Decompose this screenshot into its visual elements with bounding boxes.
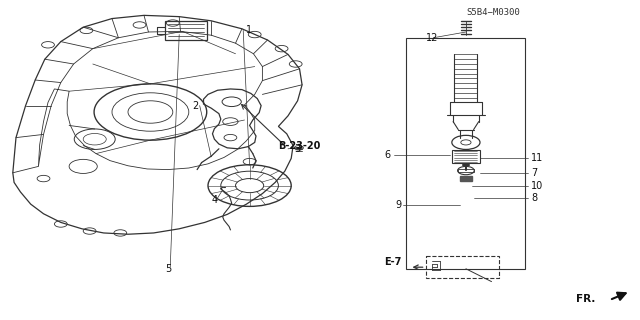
Bar — [165, 21, 207, 40]
Text: 12: 12 — [426, 33, 438, 43]
Text: 8: 8 — [531, 193, 538, 204]
Text: 9: 9 — [396, 200, 402, 210]
Polygon shape — [460, 176, 472, 181]
Text: 10: 10 — [531, 180, 543, 191]
Bar — [458, 169, 474, 172]
Text: 7: 7 — [531, 168, 538, 178]
Text: 11: 11 — [531, 153, 543, 164]
Bar — [452, 150, 480, 163]
Bar — [426, 256, 499, 278]
Text: 2: 2 — [192, 100, 198, 111]
Text: 1: 1 — [246, 25, 253, 36]
Text: 6: 6 — [384, 150, 390, 160]
Text: FR.: FR. — [576, 294, 595, 304]
Text: E-7: E-7 — [384, 257, 401, 268]
Text: 5: 5 — [165, 264, 172, 274]
Text: S5B4−M0300: S5B4−M0300 — [466, 8, 520, 17]
Text: 3: 3 — [294, 144, 301, 154]
Text: B-23-20: B-23-20 — [278, 140, 321, 151]
Bar — [406, 38, 525, 269]
Text: 4: 4 — [211, 195, 218, 205]
